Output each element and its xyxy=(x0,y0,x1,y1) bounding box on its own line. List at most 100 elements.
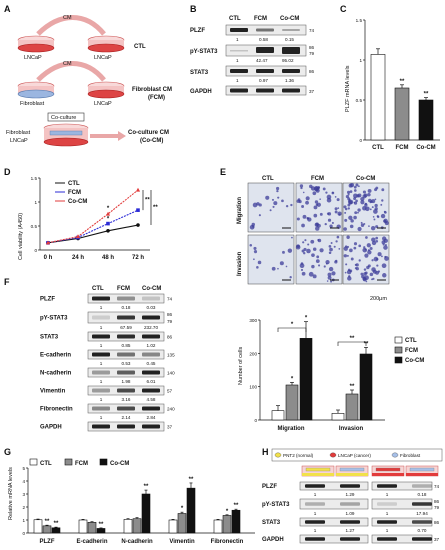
cell-dot xyxy=(353,201,356,204)
value-label: 4.58 xyxy=(147,397,156,402)
cell-dot xyxy=(312,274,317,279)
col-cocm: Co-CM xyxy=(356,176,375,182)
y-tick-label: 0 xyxy=(254,418,257,423)
col-fcm: FCM xyxy=(311,176,324,182)
cell-dot xyxy=(353,189,357,192)
value-label: 0.18 xyxy=(122,305,131,310)
y-tick-label: 0.5 xyxy=(31,224,38,229)
panel-f-blot: CTL FCM Co-CM PLZF 74 1 0.18 0.03 pY-STAT3 86 7… xyxy=(40,286,175,432)
row-label: STAT3 xyxy=(40,335,59,341)
cell-dot xyxy=(375,186,379,190)
value-label: 232.70 xyxy=(144,325,158,330)
cell-dot xyxy=(315,203,319,206)
row-label: E-cadherin xyxy=(40,353,71,359)
band xyxy=(117,352,135,357)
y-tick-label: 5 xyxy=(22,466,25,471)
panel-label-d: D xyxy=(4,167,11,177)
cell-dot xyxy=(258,214,261,217)
mw-label: 37 xyxy=(434,537,440,542)
value-label: 2.84 xyxy=(147,415,156,420)
band xyxy=(117,388,135,393)
cell-dot xyxy=(319,248,324,253)
legend-swatch xyxy=(329,452,337,458)
col-ctl: CTL xyxy=(262,176,274,182)
cell-dot xyxy=(377,252,382,257)
value-label: 1.98 xyxy=(122,379,131,384)
cell-dot xyxy=(371,199,376,204)
cell-dot xyxy=(276,186,280,191)
cell-dot xyxy=(354,267,357,270)
y-axis-label: Cell viability (A450) xyxy=(18,213,24,260)
value-label: 0.45 xyxy=(147,361,156,366)
panel-label-b: B xyxy=(190,4,197,14)
group-fcm: Fibroblast CM xyxy=(132,87,172,93)
cell-dot xyxy=(357,226,362,232)
value-label: 1 xyxy=(386,528,389,533)
cell-dot xyxy=(316,255,320,259)
dish-coculture xyxy=(43,123,89,147)
data-point xyxy=(136,208,140,212)
cell-dot xyxy=(365,236,368,239)
cell-dot xyxy=(287,248,293,253)
mw-label: 240 xyxy=(167,407,175,412)
cell-dot xyxy=(350,257,354,261)
panel-h: PNT2 (normal) LNCaP (cancer) Fibroblast PLZ… xyxy=(262,448,443,544)
bar-ctl xyxy=(370,54,386,141)
value-label: 1 xyxy=(100,379,103,384)
blot-strip xyxy=(371,481,433,491)
value-label: 0.03 xyxy=(147,305,156,310)
row-label: Fibronectin xyxy=(40,407,73,413)
significance-mark: ** xyxy=(145,198,150,204)
panel-e-micrographs: CTL FCM Co-CM Migration Invasion 200μm xyxy=(237,176,390,302)
cell-dot xyxy=(348,198,351,201)
row-gapdh: GAPDH xyxy=(190,89,212,95)
cell-dot xyxy=(301,271,306,276)
mw: 86 xyxy=(309,45,315,50)
panel-e-chart: Number of cells 0100200300Migration**Inv… xyxy=(238,316,424,432)
cell-dot xyxy=(301,223,305,228)
legend-swatch xyxy=(394,356,403,364)
cell-dot xyxy=(295,244,301,250)
cell-dot xyxy=(324,222,327,226)
significance-mark: ** xyxy=(99,522,104,528)
mw-label: 37 xyxy=(167,425,173,430)
cell-dot xyxy=(371,237,376,242)
cell-dot xyxy=(330,280,333,283)
micrograph xyxy=(247,234,295,285)
legend-swatch xyxy=(64,458,73,466)
cell-dot xyxy=(381,263,387,269)
band xyxy=(142,296,160,301)
row-pystat3: pY-STAT3 xyxy=(190,49,218,55)
panel-label-a: A xyxy=(4,4,11,14)
cell-dot xyxy=(331,221,334,224)
cell-dot xyxy=(357,208,361,212)
cell-dot xyxy=(358,244,362,248)
bar-co-cm xyxy=(418,99,434,141)
blot-strip xyxy=(87,293,165,304)
cell-dot xyxy=(380,203,383,206)
cell-dot xyxy=(348,199,354,205)
col-cocm: Co-CM xyxy=(142,286,161,292)
cell-dot xyxy=(367,249,370,252)
cell-dot xyxy=(334,260,338,264)
band xyxy=(117,296,135,301)
band xyxy=(340,502,360,506)
cell-dot xyxy=(309,184,313,189)
y-tick-label: 0.5 xyxy=(356,98,363,103)
cell-dot xyxy=(317,238,320,241)
cell-dot xyxy=(337,207,340,210)
cell-dot xyxy=(364,248,367,251)
significance-mark: ** xyxy=(144,484,149,490)
x-tick-label: PLZF xyxy=(40,539,55,545)
row-label: pY-STAT3 xyxy=(40,316,68,322)
cell-dot xyxy=(329,247,333,252)
value-label: 1 xyxy=(386,511,389,516)
cm-transfer-arrow xyxy=(36,61,106,82)
bar-ctl xyxy=(33,519,43,534)
cocul-lncap: LNCaP xyxy=(10,138,28,144)
band xyxy=(92,388,110,393)
cell-dot xyxy=(349,269,353,273)
cell-dot xyxy=(326,280,329,282)
band xyxy=(117,424,135,429)
value-label: 1.02 xyxy=(147,343,156,348)
